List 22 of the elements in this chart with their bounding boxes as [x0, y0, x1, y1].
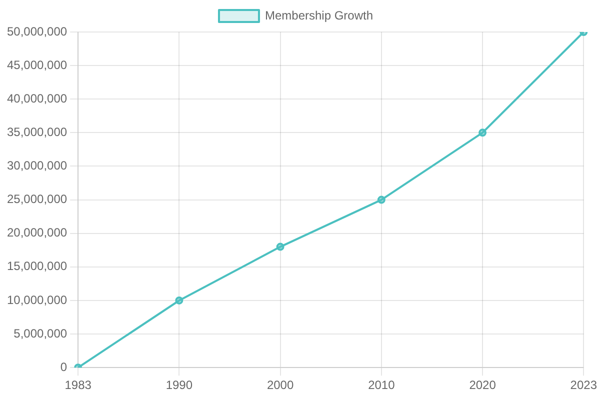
legend-label: Membership Growth — [264, 8, 374, 22]
y-tick-label: 30,000,000 — [6, 158, 68, 173]
y-tick-label: 10,000,000 — [6, 292, 68, 307]
x-tick-label: 1983 — [64, 378, 92, 392]
x-tick-label: 1990 — [166, 378, 193, 392]
y-tick-label: 0 — [60, 360, 68, 374]
y-tick-label: 25,000,000 — [6, 192, 68, 206]
x-tick-label: 2000 — [266, 378, 294, 392]
y-tick-label: 45,000,000 — [6, 58, 68, 72]
point — [478, 128, 487, 137]
y-tick-label: 20,000,000 — [6, 226, 68, 240]
y-tick-label: 5,000,000 — [14, 326, 68, 340]
x-tick-label: 2023 — [570, 378, 598, 392]
point — [175, 296, 184, 304]
y-tick-label: 40,000,000 — [6, 91, 68, 106]
y-tick-label: 35,000,000 — [6, 124, 68, 139]
x-tick-label: 2020 — [469, 378, 496, 392]
y-tick-label: 15,000,000 — [6, 259, 68, 274]
point — [377, 196, 386, 204]
x-tick-label: 2010 — [368, 378, 396, 392]
point — [276, 242, 284, 251]
y-tick-label: 50,000,000 — [6, 24, 68, 38]
